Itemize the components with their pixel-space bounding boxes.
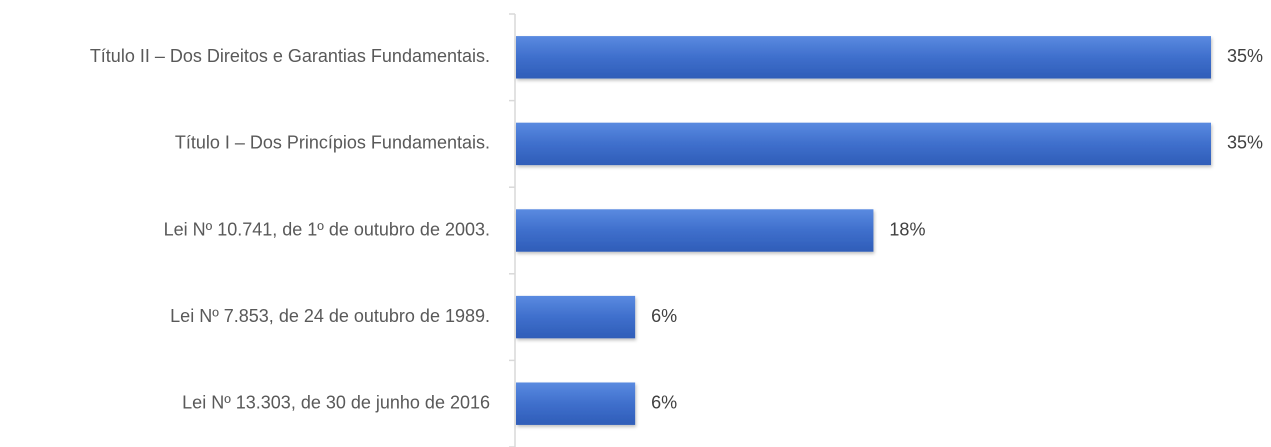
bar: [516, 122, 1211, 166]
bars: [516, 36, 1211, 425]
bar: [516, 36, 1211, 79]
category-label: Lei Nº 13.303, de 30 de junho de 2016: [182, 392, 490, 412]
category-label: Título II – Dos Direitos e Garantias Fun…: [90, 46, 490, 66]
data-label: 18%: [889, 219, 925, 239]
category-label: Título I – Dos Princípios Fundamentais.: [175, 133, 490, 153]
data-label: 6%: [651, 392, 677, 412]
category-label: Lei Nº 7.853, de 24 de outubro de 1989.: [170, 306, 490, 326]
labels: Título II – Dos Direitos e Garantias Fun…: [90, 46, 1263, 412]
data-label: 35%: [1227, 133, 1263, 153]
bar: [516, 209, 874, 252]
category-axis: [509, 13, 516, 447]
data-label: 35%: [1227, 46, 1263, 66]
bar: [516, 382, 636, 425]
data-label: 6%: [651, 306, 677, 326]
category-label: Lei Nº 10.741, de 1º de outubro de 2003.: [164, 219, 490, 239]
bar: [516, 295, 636, 339]
